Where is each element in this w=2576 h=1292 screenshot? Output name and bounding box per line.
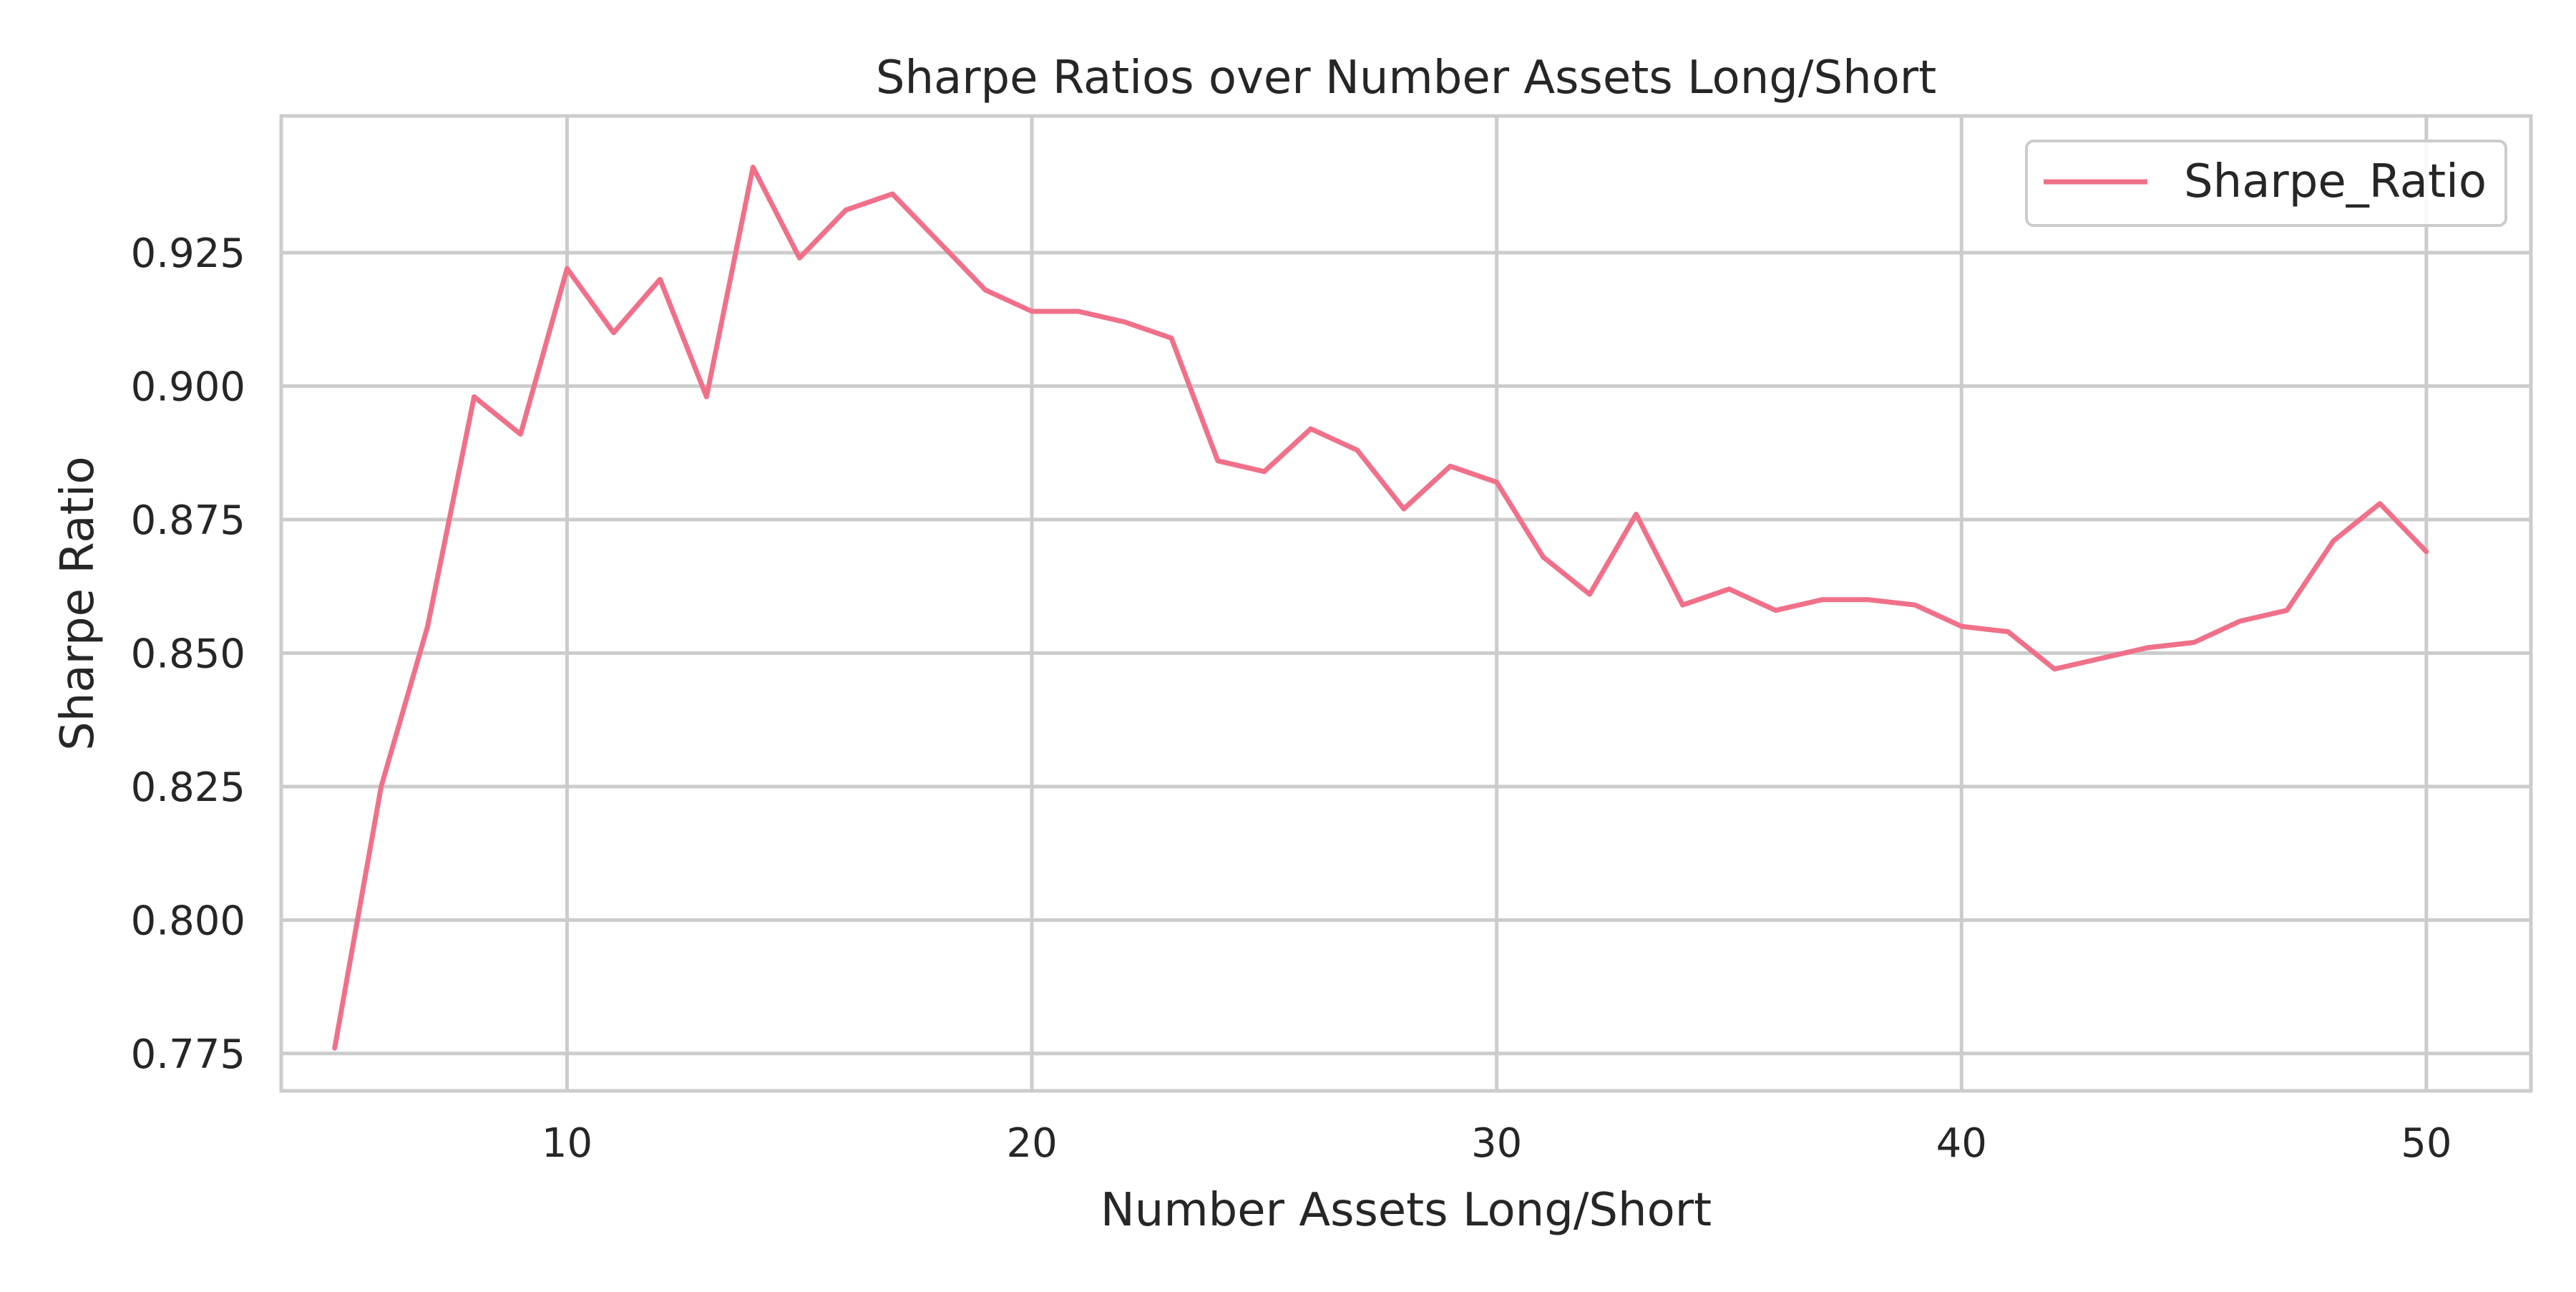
data-point — [1820, 597, 1825, 602]
data-point — [2052, 666, 2057, 671]
x-tick-label: 10 — [542, 1120, 592, 1167]
plot-frame — [279, 114, 2533, 1093]
legend-box — [2025, 140, 2507, 227]
data-point — [1773, 608, 1778, 613]
data-point — [2192, 640, 2197, 645]
data-point — [1494, 480, 1499, 485]
data-point — [1355, 447, 1360, 452]
data-point — [2145, 645, 2150, 650]
data-point — [425, 624, 430, 629]
data-point — [1959, 624, 1964, 629]
data-point — [2424, 549, 2429, 554]
grid-lines — [281, 116, 2531, 1091]
data-point — [518, 432, 523, 437]
series-layer — [332, 165, 2429, 1051]
y-tick-label: 0.825 — [131, 764, 245, 811]
legend: Sharpe_Ratio — [2025, 140, 2507, 227]
data-point — [379, 784, 384, 789]
data-point — [1215, 458, 1220, 463]
x-axis-label: Number Assets Long/Short — [1101, 1184, 1712, 1237]
data-point — [983, 288, 988, 293]
data-point — [1308, 427, 1313, 432]
data-point — [751, 165, 756, 170]
data-point — [2331, 538, 2336, 543]
data-point — [1262, 469, 1267, 474]
data-point — [1587, 592, 1592, 597]
data-point — [1448, 464, 1453, 469]
data-point — [1680, 603, 1685, 608]
data-point — [332, 1046, 337, 1051]
data-point — [1169, 336, 1174, 341]
data-point — [844, 208, 849, 213]
x-tick-label: 30 — [1471, 1120, 1522, 1167]
data-point — [1123, 319, 1127, 324]
data-point — [1727, 586, 1732, 591]
x-tick-label: 50 — [2401, 1120, 2451, 1167]
data-point — [937, 240, 942, 245]
data-point — [1076, 309, 1081, 314]
series-line-sharpe-ratio — [332, 165, 2429, 1051]
data-point — [797, 256, 802, 261]
data-point — [890, 191, 895, 196]
y-tick-label: 0.900 — [131, 364, 245, 410]
x-tick-label: 20 — [1006, 1120, 1057, 1167]
tick-labels: 10 20 30 40 50 0.775 0.800 0.825 0.850 0.875 0.900… — [131, 230, 2452, 1167]
data-point — [658, 277, 663, 282]
data-point — [1401, 506, 1406, 511]
data-point — [704, 394, 709, 399]
y-tick-label: 0.800 — [131, 898, 245, 944]
y-tick-label: 0.925 — [131, 230, 245, 277]
data-point — [565, 266, 570, 271]
data-point — [1913, 603, 1918, 608]
data-point — [611, 330, 616, 335]
chart-title: Sharpe Ratios over Number Assets Long/Sh… — [876, 52, 1936, 105]
data-point — [1030, 309, 1035, 314]
data-point — [472, 394, 477, 399]
y-tick-label: 0.850 — [131, 631, 245, 677]
data-point — [1866, 597, 1871, 602]
data-point — [2099, 656, 2104, 661]
y-tick-label: 0.875 — [131, 497, 245, 544]
data-point — [2238, 618, 2243, 623]
data-point — [2284, 608, 2289, 613]
data-point — [1541, 555, 1546, 560]
legend-label: Sharpe_Ratio — [2184, 155, 2487, 208]
y-axis-label: Sharpe Ratio — [52, 456, 104, 750]
x-tick-label: 40 — [1936, 1120, 1987, 1167]
data-point — [2377, 501, 2382, 506]
y-tick-label: 0.775 — [131, 1031, 245, 1078]
data-point — [1634, 512, 1639, 517]
data-point — [2006, 629, 2011, 634]
